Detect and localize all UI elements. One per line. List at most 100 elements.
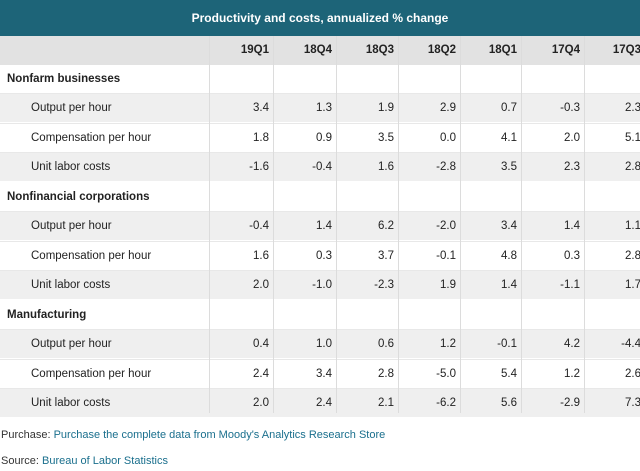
table-cell: -0.1 bbox=[436, 249, 456, 262]
table-cell: 2.4 bbox=[253, 367, 269, 380]
table-cell: 1.6 bbox=[253, 249, 269, 262]
purchase-link[interactable]: Purchase the complete data from Moody's … bbox=[53, 429, 386, 441]
table-row: Compensation per hour 2.4 3.4 2.8 -5.0 5.4 1.2… bbox=[0, 358, 640, 388]
table-cell: -1.1 bbox=[560, 279, 580, 291]
table-row: Compensation per hour 1.6 0.3 3.7 -0.1 4.8 0.3… bbox=[0, 240, 640, 270]
table-cell: 1.9 bbox=[378, 102, 394, 114]
row-label: Compensation per hour bbox=[31, 367, 152, 380]
table-cell: 3.7 bbox=[378, 249, 394, 262]
table-cell: 7.3 bbox=[625, 397, 640, 409]
table-row: Unit labor costs -1.6 -0.4 1.6 -2.8 3.5 2.3 2.8 bbox=[0, 152, 640, 181]
table-cell: 2.0 bbox=[253, 397, 269, 409]
table-cell: -4.4 bbox=[621, 338, 640, 350]
table-cell: 0.0 bbox=[440, 131, 456, 144]
table-cell: 2.0 bbox=[253, 279, 269, 291]
section-header: Nonfinancial corporations bbox=[0, 183, 640, 211]
purchase-line: Purchase: Purchase the complete data fro… bbox=[1, 429, 385, 441]
table-cell: 2.0 bbox=[564, 131, 580, 144]
table-cell: 3.4 bbox=[253, 102, 269, 114]
table-cell: 1.8 bbox=[253, 131, 269, 144]
column-header-row: 19Q1 18Q4 18Q3 18Q2 18Q1 17Q4 17Q3 bbox=[0, 36, 640, 65]
table-cell: 2.6 bbox=[625, 367, 640, 380]
column-divider bbox=[460, 36, 461, 413]
column-header: 17Q4 bbox=[551, 44, 580, 56]
section-title: Nonfinancial corporations bbox=[7, 191, 150, 203]
table-cell: 1.7 bbox=[625, 279, 640, 291]
table-cell: 2.4 bbox=[316, 397, 332, 409]
table-cell: 3.4 bbox=[501, 220, 517, 232]
table-cell: -0.3 bbox=[560, 102, 580, 114]
row-label: Unit labor costs bbox=[31, 279, 111, 291]
table-row: Output per hour 0.4 1.0 0.6 1.2 -0.1 4.2 -4.4 bbox=[0, 329, 640, 358]
column-header: 18Q4 bbox=[303, 44, 332, 56]
table-cell: 2.8 bbox=[378, 367, 394, 380]
table-cell: -2.3 bbox=[374, 279, 394, 291]
column-header: 17Q3 bbox=[612, 44, 640, 56]
source-link[interactable]: Bureau of Labor Statistics bbox=[41, 455, 168, 467]
column-divider bbox=[273, 36, 274, 413]
table-row: Unit labor costs 2.0 2.4 2.1 -6.2 5.6 -2.9 7.3 bbox=[0, 388, 640, 417]
table-cell: 5.4 bbox=[501, 367, 517, 380]
row-label: Output per hour bbox=[31, 338, 112, 350]
section-header: Manufacturing bbox=[0, 301, 640, 329]
table-cell: -2.9 bbox=[560, 397, 580, 409]
table-row: Compensation per hour 1.8 0.9 3.5 0.0 4.1 2.0 5… bbox=[0, 122, 640, 152]
table-cell: 5.6 bbox=[501, 397, 517, 409]
column-header: 19Q1 bbox=[240, 44, 269, 56]
table-cell: -1.6 bbox=[249, 161, 269, 173]
table-cell: 4.1 bbox=[501, 131, 517, 144]
table-cell: -2.0 bbox=[436, 220, 456, 232]
table-cell: 0.3 bbox=[316, 249, 332, 262]
table-cell: 3.4 bbox=[316, 367, 332, 380]
table-cell: 2.8 bbox=[625, 249, 640, 262]
table-cell: 1.9 bbox=[440, 279, 456, 291]
table-cell: 1.1 bbox=[625, 220, 640, 232]
table-cell: 0.3 bbox=[564, 249, 580, 262]
column-divider bbox=[398, 36, 399, 413]
section-title: Nonfarm businesses bbox=[7, 73, 121, 85]
table-cell: 1.6 bbox=[378, 161, 394, 173]
table-cell: 5.1 bbox=[625, 131, 640, 144]
table-cell: 2.3 bbox=[625, 102, 640, 114]
column-header: 18Q3 bbox=[365, 44, 394, 56]
column-divider bbox=[521, 36, 522, 413]
table-cell: -5.0 bbox=[436, 367, 456, 380]
row-label: Output per hour bbox=[31, 102, 112, 114]
table-cell: 1.3 bbox=[316, 102, 332, 114]
row-label: Compensation per hour bbox=[31, 249, 152, 262]
table-cell: 0.6 bbox=[378, 338, 394, 350]
table-cell: 3.5 bbox=[378, 131, 394, 144]
table-cell: 0.4 bbox=[253, 338, 269, 350]
purchase-label: Purchase: bbox=[1, 429, 51, 441]
table-row: Unit labor costs 2.0 -1.0 -2.3 1.9 1.4 -1.1 1.7 bbox=[0, 270, 640, 299]
table-cell: -2.8 bbox=[436, 161, 456, 173]
table-cell: 2.9 bbox=[440, 102, 456, 114]
column-divider bbox=[584, 36, 585, 413]
column-header: 18Q1 bbox=[488, 44, 517, 56]
table-cell: 0.7 bbox=[501, 102, 517, 114]
column-header: 18Q2 bbox=[427, 44, 456, 56]
column-divider bbox=[209, 36, 210, 413]
table-cell: 4.2 bbox=[564, 338, 580, 350]
table-cell: 1.0 bbox=[316, 338, 332, 350]
table-cell: 1.4 bbox=[564, 220, 580, 232]
table-cell: 2.3 bbox=[564, 161, 580, 173]
row-label: Unit labor costs bbox=[31, 397, 111, 409]
row-label: Unit labor costs bbox=[31, 161, 111, 173]
row-label: Compensation per hour bbox=[31, 131, 152, 144]
table-cell: 6.2 bbox=[378, 220, 394, 232]
source-line: Source: Bureau of Labor Statistics bbox=[1, 455, 168, 467]
table-cell: 1.4 bbox=[316, 220, 332, 232]
table-cell: 1.2 bbox=[440, 338, 456, 350]
table-cell: 4.8 bbox=[501, 249, 517, 262]
table-cell: 2.8 bbox=[625, 161, 640, 173]
row-label: Output per hour bbox=[31, 220, 112, 232]
table-cell: -6.2 bbox=[436, 397, 456, 409]
table-row: Output per hour 3.4 1.3 1.9 2.9 0.7 -0.3 2.3 bbox=[0, 93, 640, 122]
table-title: Productivity and costs, annualized % cha… bbox=[0, 0, 640, 36]
table-cell: 0.9 bbox=[316, 131, 332, 144]
table-cell: -0.4 bbox=[312, 161, 332, 173]
table-cell: -0.1 bbox=[497, 338, 517, 350]
section-title: Manufacturing bbox=[7, 309, 87, 321]
source-label: Source: bbox=[1, 455, 39, 467]
